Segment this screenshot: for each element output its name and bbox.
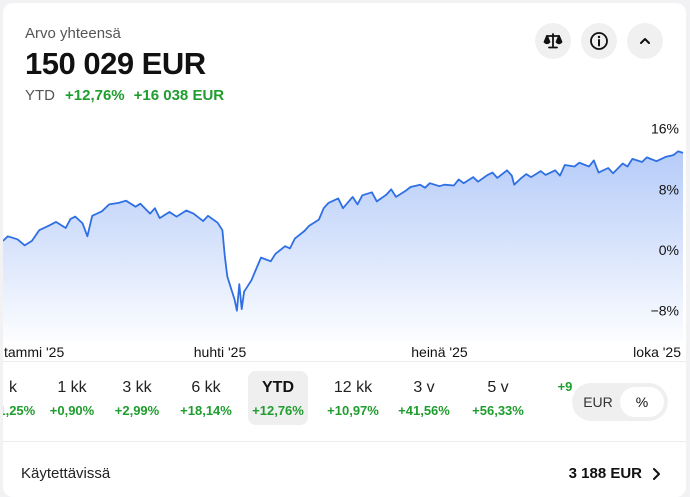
period-change: +2,99%	[114, 403, 160, 418]
period-label: k	[9, 379, 17, 396]
compare-button[interactable]	[535, 23, 571, 59]
period-label: 3 v	[413, 379, 435, 396]
period-label: YTD	[262, 379, 294, 396]
y-tick-label: 8%	[659, 181, 679, 197]
performance-percent: +12,76%	[65, 87, 125, 104]
period-option[interactable]: 6 kk +18,14%	[176, 371, 236, 425]
period-label: 12 kk	[333, 379, 373, 396]
period-option[interactable]: YTD +12,76%	[248, 371, 308, 425]
chart-series-line	[3, 150, 684, 312]
chevron-up-icon	[640, 38, 650, 44]
period-change: +12,76%	[252, 403, 304, 418]
x-tick-label: loka '25	[633, 344, 681, 360]
period-option[interactable]: 3 v +41,56%	[394, 371, 454, 425]
period-label: 3 kk	[122, 379, 152, 396]
period-change: +9	[557, 379, 573, 394]
period-change: +0,90%	[49, 403, 95, 418]
chart-divider	[3, 361, 686, 362]
unit-option-eur[interactable]: EUR	[583, 394, 613, 410]
collapse-button[interactable]	[627, 23, 663, 59]
period-change: +18,14%	[180, 403, 232, 418]
chevron-right-icon[interactable]	[650, 465, 664, 483]
info-icon	[590, 32, 608, 50]
performance-chart: 16% 8% 0% −8% tammi '25 huhti '25 heinä '25 lo…	[3, 121, 684, 360]
period-label: 1 kk	[57, 379, 87, 396]
y-tick-label: 0%	[659, 242, 679, 258]
period-change: +1,25%	[3, 403, 36, 418]
period-option[interactable]: +9	[535, 371, 595, 425]
x-tick-label: huhti '25	[194, 344, 247, 360]
total-value-label: Arvo yhteensä	[25, 25, 121, 42]
x-tick-label: tammi '25	[4, 344, 64, 360]
period-option[interactable]: k +1,25%	[3, 371, 43, 425]
balance-scale-icon	[543, 33, 563, 49]
y-tick-label: 16%	[651, 121, 679, 137]
period-change: +41,56%	[398, 403, 450, 418]
performance-period: YTD	[25, 87, 55, 104]
unit-toggle[interactable]: EUR %	[572, 383, 668, 421]
total-value: 150 029 EUR	[25, 46, 206, 81]
available-value[interactable]: 3 188 EUR	[568, 465, 642, 482]
unit-option-percent[interactable]: %	[620, 387, 664, 417]
period-label: 6 kk	[191, 379, 221, 396]
performance-summary: YTD +12,76% +16 038 EUR	[25, 87, 233, 104]
period-option[interactable]: 12 kk +10,97%	[323, 371, 383, 425]
performance-amount: +16 038 EUR	[133, 87, 225, 104]
info-button[interactable]	[581, 23, 617, 59]
period-option[interactable]: 1 kk +0,90%	[42, 371, 102, 425]
period-option[interactable]: 5 v +56,33%	[468, 371, 528, 425]
portfolio-card: Arvo yhteensä 150 029 EUR YTD +12,76% +16 …	[3, 3, 686, 497]
available-label: Käytettävissä	[21, 465, 111, 482]
period-change: +56,33%	[472, 403, 524, 418]
period-option[interactable]: 3 kk +2,99%	[107, 371, 167, 425]
x-tick-label: heinä '25	[411, 344, 468, 360]
period-change: +10,97%	[327, 403, 379, 418]
chart-area-fill	[3, 151, 683, 341]
section-divider	[3, 441, 686, 442]
period-label: 5 v	[487, 379, 509, 396]
y-tick-label: −8%	[651, 303, 679, 319]
